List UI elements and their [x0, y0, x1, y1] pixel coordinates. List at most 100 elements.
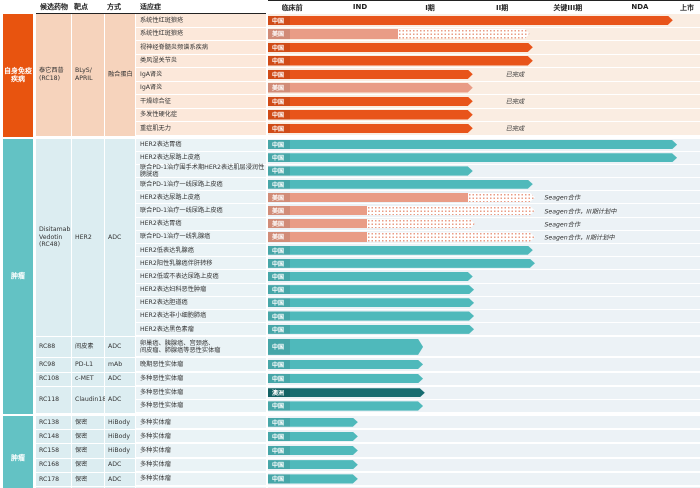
drug-group: RC118 Claudin18.2 ADC 多种恶性实体瘤 澳洲 多种恶性实体瘤 中国 [36, 386, 700, 415]
pipeline-bar: 中国 [268, 446, 358, 455]
progress-track: 中国 [268, 283, 700, 296]
pipeline-bar: 中国 [268, 432, 358, 441]
region-tag: 中国 [272, 17, 285, 25]
pipeline-bar: 中国 [268, 374, 423, 383]
indication-rows: 多种恶性实体瘤 中国 [136, 372, 700, 386]
region-tagbox: 中国 [268, 339, 290, 355]
indication-rows: 多种实体瘤中国 [136, 472, 700, 486]
planned-stage-dotted [367, 232, 535, 241]
pipeline-row: 多种实体瘤中国 [136, 444, 700, 458]
progress-track: 中国 [268, 108, 700, 121]
section-orange-0: 自身免疫 疾病 泰它西普 (RC18) BLyS/ APRIL 融合蛋白 系统性红斑狼疮… [0, 14, 700, 137]
region-tag: 中国 [272, 142, 285, 150]
pipeline-bar: 中国 [268, 246, 533, 255]
drug-group: Disitamab Vedotin (RC48) HER2 ADC HER2表达胃癌中… [36, 138, 700, 338]
section-body: RC138 保密 HiBody 多种实体瘤 中国 RC148 保密 HiBody 多种实体瘤 中国… [36, 416, 700, 488]
region-tagbox: 中国 [268, 325, 290, 334]
indication-label: 多种恶性实体瘤 [136, 386, 268, 399]
target-cell: HER2 [72, 138, 105, 337]
region-tagbox: 美国 [268, 192, 291, 202]
indication-label: 多种实体瘤 [136, 416, 268, 429]
pipeline-bar: 澳洲 [268, 388, 425, 397]
pipeline-row: 重症肌无力 中国 已完成 [136, 122, 700, 136]
modality-cell: mAb [105, 358, 136, 372]
pipeline-row: HER2表达胃癌 中国 [136, 138, 700, 152]
pipeline-bar: 美国 [268, 205, 367, 216]
region-tagbox: 中国 [268, 110, 290, 120]
drug-group: RC158 保密 HiBody 多种实体瘤 中国 [36, 444, 700, 459]
region-tag: 中国 [272, 168, 285, 176]
pipeline-bar: 美国 [268, 83, 473, 93]
target-cell: PD-L1 [72, 358, 105, 372]
pipeline-body: 自身免疫 疾病 泰它西普 (RC18) BLyS/ APRIL 融合蛋白 系统性红斑狼疮… [0, 14, 700, 488]
phase-label-pivotal3: 关键III期 [553, 4, 583, 12]
region-tag: 中国 [272, 181, 285, 189]
progress-track: 中国 [268, 54, 700, 67]
region-tagbox: 中国 [268, 360, 290, 369]
pipeline-bar: 中国 [268, 474, 358, 483]
progress-track: 中国 [268, 444, 700, 457]
header-indication: 适应症 [140, 3, 161, 11]
indication-label: 多种实体瘤 [136, 458, 268, 471]
pipeline-row: IgA肾炎 中国 已完成 [136, 68, 700, 82]
section-label: 肿瘤 [3, 416, 36, 488]
region-tag: 美国 [272, 234, 285, 242]
pipeline-row: 视神经脊髓炎频谱系疾病 中国 [136, 41, 700, 55]
region-tagbox: 中国 [268, 374, 290, 383]
bar-annotation: Seagen合作，II期计划中 [544, 234, 615, 242]
indication-label: 卵巢癌、胰腺癌、宫颈癌、 间皮瘤、肺腺癌等恶性实体瘤 [136, 337, 268, 357]
indication-label: 干燥综合征 [136, 95, 268, 108]
pipeline-row: 多种实体瘤中国 [136, 416, 700, 430]
pipeline-row: 多种恶性实体瘤 中国 [136, 399, 700, 414]
pipeline-row: HER2表达尿路上皮癌 中国 [136, 151, 700, 165]
modality-cell: HiBody [105, 430, 136, 444]
pipeline-bar: 中国 [268, 272, 473, 281]
modality-cell: ADC [105, 472, 136, 486]
region-tagbox: 中国 [268, 474, 290, 483]
drug-name-cell: RC118 [36, 386, 72, 414]
drug-group: RC88 间皮素 ADC 卵巢癌、胰腺癌、宫颈癌、 间皮瘤、肺腺癌等恶性实体瘤 中国 [36, 337, 700, 359]
region-tag: 美国 [272, 31, 285, 39]
pipeline-bar: 中国 [268, 153, 677, 162]
chart-header: 候选药物 靶点 方式 适应症 临床前 IND I期 II期 关键III期 NDA… [0, 0, 700, 15]
progress-track: 中国 [268, 372, 700, 385]
indication-rows: 多种实体瘤中国 [136, 444, 700, 458]
phase-label-phase2: II期 [496, 4, 509, 12]
region-tagbox: 中国 [268, 298, 290, 307]
region-tag: 中国 [272, 300, 285, 308]
indication-rows: 系统性红斑狼疮 中国 系统性红斑狼疮 美国 视神经脊髓炎频谱系疾病 中国 类风湿关节炎 中国 I… [136, 14, 700, 136]
indication-label: HER2阳性乳腺癌伴肝转移 [136, 257, 268, 270]
pipeline-row: HER2表达胆道癌 中国 [136, 296, 700, 310]
region-tag: 中国 [272, 287, 285, 295]
descriptor-header-row: 候选药物 靶点 方式 适应症 [36, 0, 266, 14]
region-tag: 中国 [272, 155, 285, 163]
pipeline-bar: 中国 [268, 285, 474, 294]
pipeline-bar: 美国 [268, 232, 367, 242]
indication-rows: 卵巢癌、胰腺癌、宫颈癌、 间皮瘤、肺腺癌等恶性实体瘤 中国 [136, 337, 700, 358]
progress-track: 中国 [268, 399, 700, 413]
pipeline-bar: 中国 [268, 460, 358, 469]
pipeline-row: 类风湿关节炎 中国 [136, 54, 700, 68]
target-cell: 保密 [72, 430, 105, 444]
region-tagbox: 中国 [268, 97, 290, 107]
pipeline-bar: 中国 [268, 56, 533, 66]
progress-track: 美国 Seagen合作 [268, 191, 700, 204]
target-cell: c-MET [72, 372, 105, 386]
section-label: 肿瘤 [3, 138, 36, 415]
modality-cell: ADC [105, 372, 136, 386]
pipeline-bar: 中国 [268, 70, 473, 80]
pipeline-row: HER2低表达乳腺癌 中国 [136, 244, 700, 258]
region-tag: 美国 [272, 208, 285, 216]
pipeline-row: 干燥综合征 中国 已完成 [136, 95, 700, 109]
drug-group: RC148 保密 HiBody 多种实体瘤 中国 [36, 430, 700, 445]
target-cell: 保密 [72, 444, 105, 458]
phase-label-phase1: I期 [425, 4, 435, 12]
pipeline-bar: 美国 [268, 29, 399, 39]
progress-track: 中国 [268, 14, 700, 27]
progress-track: 中国 已完成 [268, 95, 700, 108]
indication-rows: 多种实体瘤中国 [136, 458, 700, 472]
indication-label: 视神经脊髓炎频谱系疾病 [136, 41, 268, 54]
region-tag: 美国 [272, 85, 285, 93]
region-tagbox: 中国 [268, 401, 290, 410]
